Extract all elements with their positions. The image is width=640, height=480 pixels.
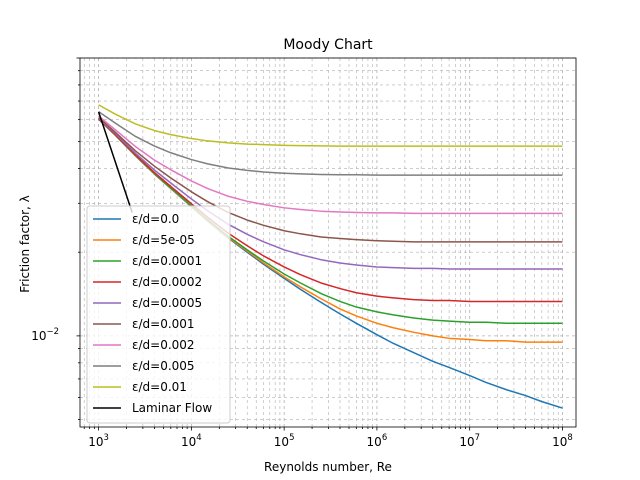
x-axis-title: Reynolds number, Re: [264, 460, 392, 474]
legend-label: ε/d=0.0001: [132, 254, 202, 268]
series-line-9: [97, 111, 133, 213]
legend-label: ε/d=0.0002: [132, 275, 202, 289]
legend-label: ε/d=0.002: [132, 338, 195, 352]
series-line-7: [98, 111, 563, 176]
x-tick-label: 108: [552, 433, 573, 449]
axis-ticks: 103 104 105 106 107 108 10−2: [31, 57, 573, 449]
x-tick-label: 105: [274, 433, 295, 449]
legend-label: ε/d=0.0005: [132, 296, 202, 310]
legend-label: ε/d=0.01: [132, 380, 187, 394]
legend: ε/d=0.0 ε/d=5e-05 ε/d=0.0001 ε/d=0.0002 ε/d=…: [86, 205, 231, 424]
legend-label: Laminar Flow: [132, 401, 212, 415]
legend-label: ε/d=5e-05: [132, 233, 195, 247]
y-axis-title: Friction factor, λ: [18, 195, 32, 293]
series-line-6: [98, 115, 563, 215]
series-line-2: [98, 118, 563, 325]
legend-label: ε/d=0.005: [132, 359, 195, 373]
x-tick-label: 107: [459, 433, 480, 449]
x-tick-label: 104: [181, 433, 202, 449]
series-lines: [97, 104, 563, 409]
plot-frame: [79, 57, 577, 428]
series-line-5: [98, 116, 563, 243]
x-tick-label: 106: [367, 433, 388, 449]
legend-box: [86, 205, 231, 424]
y-tick-label: 10−2: [31, 327, 59, 343]
series-line-4: [98, 117, 563, 270]
legend-label: ε/d=0.0: [132, 212, 179, 226]
legend-label: ε/d=0.001: [132, 317, 195, 331]
x-tick-label: 103: [88, 433, 109, 449]
series-line-8: [98, 104, 563, 147]
chart-title: Moody Chart: [283, 37, 373, 53]
series-line-3: [98, 118, 563, 303]
